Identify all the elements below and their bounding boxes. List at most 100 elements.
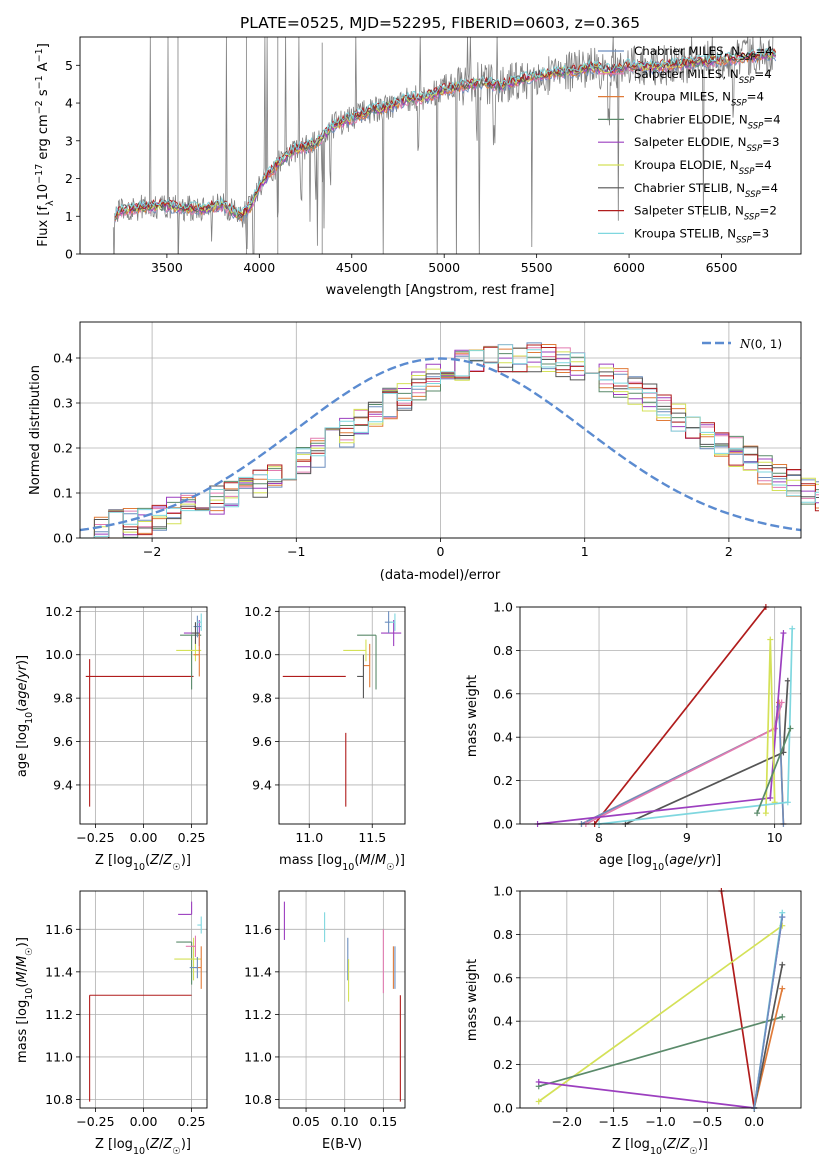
z-mass-ytick-label: 10.8	[45, 1092, 73, 1107]
z-mass-xtick-label: 0.00	[130, 1114, 158, 1129]
spectrum-ytick-label: 2	[65, 171, 73, 186]
spectrum-xtick-label: 5000	[428, 260, 460, 275]
residuals-ytick-label: 0.1	[53, 486, 73, 501]
spectrum-xlabel: wavelength [Angstrom, rest frame]	[326, 283, 555, 298]
legend-entry-text: Kroupa MILES, NSSP=4	[634, 90, 764, 109]
age-weight-xlabel: age [log10(age/yr)]	[599, 853, 721, 873]
ebv-mass-ytick-label: 11.0	[244, 1049, 272, 1064]
z-weight-ytick-label: 0.2	[493, 1057, 513, 1072]
normal-curve	[79, 357, 802, 532]
mass-age-xtick-label: 11.0	[295, 830, 323, 845]
mass-age-xtick-label: 11.5	[358, 830, 386, 845]
z-mass-ytick-label: 11.4	[45, 964, 73, 979]
z-age-ytick-label: 9.4	[53, 777, 73, 792]
legend-entry-text: Chabrier MILES, NSSP=4	[634, 44, 773, 63]
spectrum-ytick-label: 3	[65, 133, 73, 148]
age-weight-ytick-label: 1.0	[493, 600, 513, 615]
spectrum-lines	[112, 37, 777, 254]
z-weight-ytick-label: 0.4	[493, 1014, 513, 1029]
spectrum-data-line	[112, 37, 774, 254]
legend-entry-text: Salpeter ELODIE, NSSP=3	[634, 135, 779, 154]
ebv-mass-ytick-label: 11.2	[244, 1007, 272, 1022]
age-weight-ytick-label: 0.0	[493, 817, 513, 832]
z-weight-line	[538, 925, 783, 1103]
spectrum-xtick-label: 4500	[336, 260, 368, 275]
residuals-xtick-label: 1	[581, 544, 589, 559]
mass-age-ytick-label: 10.0	[244, 647, 272, 662]
mass-age-frame	[278, 606, 406, 825]
z-weight-ytick-label: 0.6	[493, 970, 513, 985]
z-age-xlabel: Z [log10(Z/Z☉)]	[95, 853, 191, 873]
z-weight-ytick-label: 0.0	[493, 1101, 513, 1116]
spectrum-xtick-label: 6500	[706, 260, 738, 275]
mass-age-ytick-label: 9.4	[252, 777, 272, 792]
z-age-frame	[79, 606, 208, 825]
z-age-ytick-label: 9.8	[53, 691, 73, 706]
residuals-xtick-label: 2	[725, 544, 733, 559]
age-weight-line	[593, 606, 767, 825]
age-weight-xtick-label: 8	[595, 830, 603, 845]
spectrum-ylabel: Flux [fλ10−17 erg cm−2 s−1 A−1]	[34, 43, 56, 247]
spectrum-frame	[79, 36, 802, 255]
ebv-mass-xtick-label: 0.05	[292, 1114, 320, 1129]
ebv-mass-xtick-label: 0.15	[369, 1114, 397, 1129]
residuals-ytick-label: 0.2	[53, 441, 73, 456]
age-weight-ytick-label: 0.4	[493, 730, 513, 745]
mass-age-ytick-label: 10.2	[244, 604, 272, 619]
z-weight-xtick-label: −1.5	[598, 1114, 628, 1129]
legend-entry-text: Chabrier STELIB, NSSP=4	[634, 181, 778, 200]
age-weight-ytick-label: 0.6	[493, 686, 513, 701]
spectrum-xtick-label: 5500	[521, 260, 553, 275]
z-age-xtick-label: 0.00	[130, 830, 158, 845]
ebv-mass-ytick-label: 11.6	[244, 922, 272, 937]
z-age-xtick-label: 0.25	[178, 830, 206, 845]
z-mass-xtick-label: 0.25	[178, 1114, 206, 1129]
z-weight-xtick-label: −2.0	[552, 1114, 582, 1129]
age-weight-xtick-label: 9	[683, 830, 691, 845]
z-weight-frame	[519, 890, 802, 1109]
mass-age-points	[282, 611, 402, 807]
z-age-xtick-label: −0.25	[76, 830, 114, 845]
z-weight-ytick-label: 0.8	[493, 927, 513, 942]
spectrum-ytick-label: 0	[65, 247, 73, 262]
z-weight-xlabel: Z [log10(Z/Z☉)]	[612, 1137, 708, 1157]
normal-legend-label: N(0, 1)	[739, 337, 782, 351]
spectrum-model-line	[114, 47, 776, 217]
z-age-ylabel: age [log10(age/yr)]	[15, 655, 35, 777]
spectrum-xtick-label: 3500	[151, 260, 183, 275]
z-age-ytick-label: 10.2	[45, 604, 73, 619]
age-weight-xtick-label: 10	[767, 830, 783, 845]
age-weight-frame	[519, 606, 802, 825]
spectrum-ytick-label: 4	[65, 96, 73, 111]
legend-entry-text: Kroupa STELIB, NSSP=3	[634, 226, 769, 245]
residuals-ytick-label: 0.4	[53, 351, 73, 366]
chart-title: PLATE=0525, MJD=52295, FIBERID=0603, z=0…	[240, 14, 640, 32]
residuals-xtick-label: −1	[287, 544, 305, 559]
residuals-xtick-label: 0	[437, 544, 445, 559]
residuals-ylabel: Normed distribution	[28, 365, 43, 495]
residuals-frame	[79, 321, 802, 539]
mass-age-ytick-label: 9.8	[252, 691, 272, 706]
residuals-xlabel: (data-model)/error	[380, 568, 501, 583]
ebv-mass-ytick-label: 11.4	[244, 964, 272, 979]
age-weight-ylabel: mass weight	[465, 675, 480, 757]
spectrum-ytick-label: 1	[65, 209, 73, 224]
age-weight-series	[534, 604, 796, 827]
residuals-ytick-label: 0.0	[53, 531, 73, 546]
age-weight-line	[756, 728, 792, 814]
z-mass-frame	[79, 890, 208, 1109]
z-weight-line	[538, 1016, 783, 1088]
z-weight-line	[753, 964, 784, 1109]
spectrum-ytick-label: 5	[65, 58, 73, 73]
z-mass-points	[89, 901, 202, 1102]
residuals-xtick-label: −2	[143, 544, 161, 559]
ebv-mass-frame	[278, 890, 406, 1109]
z-age-points	[85, 613, 202, 807]
ebv-mass-xtick-label: 0.10	[331, 1114, 359, 1129]
spectrum-plot-area	[112, 37, 777, 254]
legend-entry-text: Salpeter MILES, NSSP=4	[634, 67, 772, 86]
z-weight-line	[753, 916, 784, 1109]
age-weight-ytick-label: 0.8	[493, 643, 513, 658]
ebv-mass-xlabel: E(B-V)	[322, 1137, 362, 1152]
